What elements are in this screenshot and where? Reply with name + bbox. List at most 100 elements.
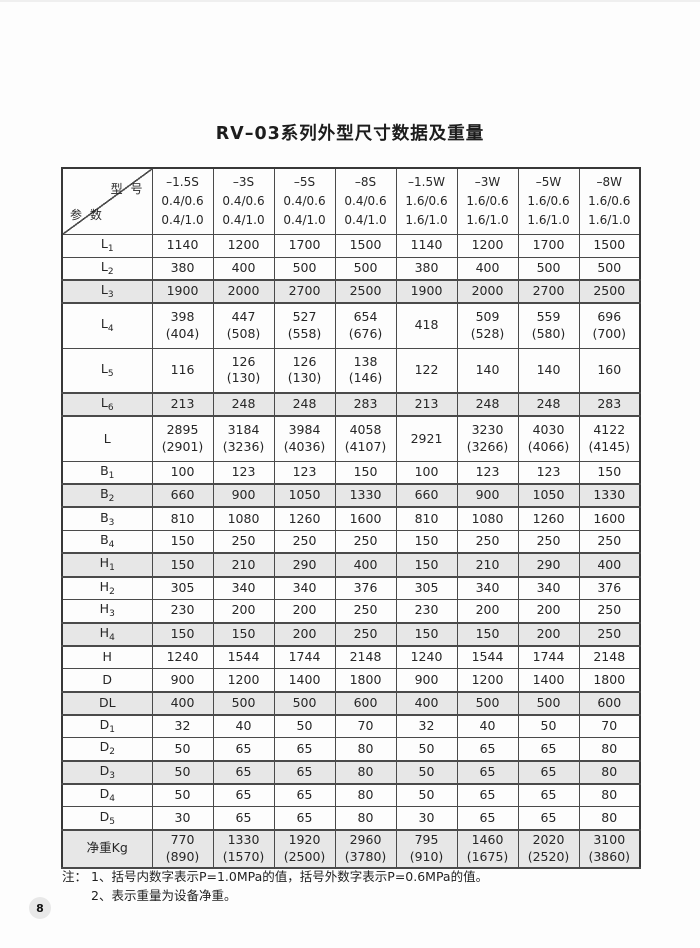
footnotes: 注： 1、括号内数字表示P=1.0MPa的值，括号外数字表示P=0.6MPa的值…	[62, 868, 488, 906]
table-cell: 80	[578, 806, 641, 831]
table-cell: 65	[456, 783, 519, 808]
row-label: B2	[61, 483, 153, 509]
table-cell: 2895 (2901)	[151, 415, 214, 462]
table-row: DL 400 500 500 600 400 500 500 600	[61, 690, 641, 716]
table-cell: 248	[273, 392, 336, 418]
table-cell: 500	[334, 256, 397, 281]
table-row: B4 150 250 250 250 150 250 250 250	[61, 529, 641, 554]
table-cell: 122	[395, 347, 458, 394]
table-cell: 150	[334, 460, 397, 485]
table-cell: 500	[273, 256, 336, 281]
table-row: D1 32 40 50 70 32 40 50 70	[61, 714, 641, 739]
footnote-item: 2、表示重量为设备净重。	[91, 887, 237, 903]
corner-model-label: 型 号	[110, 182, 145, 196]
footnote-list: 1、括号内数字表示P=1.0MPa的值，括号外数字表示P=0.6MPa的值。 2…	[91, 868, 488, 906]
page-number: 8	[36, 901, 44, 915]
table-cell: 600	[578, 690, 641, 716]
table-cell: 65	[273, 759, 336, 785]
table-cell: 200	[456, 599, 519, 624]
table-cell: 2148	[578, 645, 641, 670]
table-cell: 140	[456, 347, 519, 394]
table-cell: 2000	[456, 278, 519, 305]
table-cell: 1240	[151, 645, 214, 670]
row-label: L3	[61, 278, 153, 305]
row-label: D5	[61, 806, 153, 831]
table-cell: 1400	[273, 668, 336, 693]
table-cell: 400	[151, 690, 214, 716]
table-cell: 250	[578, 599, 641, 624]
table-cell: 305	[395, 576, 458, 601]
row-label: H3	[61, 599, 153, 624]
table-cell: 1544	[212, 645, 275, 670]
row-label: B3	[61, 506, 153, 531]
row-label: H	[61, 645, 153, 670]
table-cell: 65	[517, 737, 580, 762]
row-label: D	[61, 668, 153, 693]
table-cell: 1140	[151, 233, 214, 258]
table-cell: 65	[212, 806, 275, 831]
table-cell: 150	[212, 621, 275, 647]
table-cell: 500	[578, 256, 641, 281]
table-cell: 900	[151, 668, 214, 693]
footnote-item: 1、括号内数字表示P=1.0MPa的值，括号外数字表示P=0.6MPa的值。	[91, 869, 489, 884]
table-cell: 447 (508)	[212, 302, 275, 349]
table-row: L1 1140 1200 1700 1500 1140 1200 1700 1500	[61, 233, 641, 258]
table-cell: 50	[151, 737, 214, 762]
table-cell: 40	[212, 714, 275, 739]
row-label: 净重Kg	[61, 828, 153, 869]
table-row: H 1240 1544 1744 2148 1240 1544 1744 2148	[61, 645, 641, 670]
table-row: L 2895 (2901) 3184 (3236) 3984 (4036) 4058 (…	[61, 415, 641, 462]
table-row: D 900 1200 1400 1800 900 1200 1400 1800	[61, 668, 641, 693]
table-cell: 1050	[273, 483, 336, 509]
table-cell: 770 (890)	[151, 828, 214, 869]
table-cell: 4122 (4145)	[578, 415, 641, 462]
dimensions-table: 型 号 参 数 –1.5S 0.4/0.6 0.4/1.0 –3S 0.4/0.6 0.4…	[61, 167, 641, 869]
table-row: B1 100 123 123 150 100 123 123 150	[61, 460, 641, 485]
row-label: H1	[61, 552, 153, 578]
table-cell: 1080	[456, 506, 519, 531]
table-cell: 140	[517, 347, 580, 394]
corner-cell: 型 号 参 数	[61, 167, 153, 235]
column-header: –5S 0.4/0.6 0.4/1.0	[273, 167, 336, 235]
table-cell: 795 (910)	[395, 828, 458, 869]
table-cell: 80	[334, 759, 397, 785]
table-cell: 4030 (4066)	[517, 415, 580, 462]
table-cell: 1260	[273, 506, 336, 531]
table-cell: 50	[151, 783, 214, 808]
table-cell: 65	[517, 783, 580, 808]
table-cell: 50	[395, 759, 458, 785]
table-cell: 126 (130)	[212, 347, 275, 394]
table-cell: 3984 (4036)	[273, 415, 336, 462]
table-row: D4 50 65 65 80 50 65 65 80	[61, 783, 641, 808]
table-cell: 150	[151, 529, 214, 554]
table-cell: 200	[273, 621, 336, 647]
table-cell: 1260	[517, 506, 580, 531]
table-cell: 1900	[395, 278, 458, 305]
table-cell: 1600	[578, 506, 641, 531]
table-cell: 30	[395, 806, 458, 831]
table-cell: 1500	[334, 233, 397, 258]
table-cell: 376	[334, 576, 397, 601]
column-header: –3S 0.4/0.6 0.4/1.0	[212, 167, 275, 235]
row-label: L	[61, 415, 153, 462]
table-cell: 1200	[212, 668, 275, 693]
table-cell: 123	[517, 460, 580, 485]
table-row: L2 380 400 500 500 380 400 500 500	[61, 256, 641, 281]
table-cell: 1080	[212, 506, 275, 531]
table-cell: 290	[273, 552, 336, 578]
table-cell: 2960 (3780)	[334, 828, 397, 869]
column-header: –1.5W 1.6/0.6 1.6/1.0	[395, 167, 458, 235]
footnote-prefix: 注：	[62, 869, 88, 884]
table-cell: 230	[151, 599, 214, 624]
table-cell: 305	[151, 576, 214, 601]
table-row: H4 150 150 200 250 150 150 200 250	[61, 621, 641, 647]
table-cell: 3100 (3860)	[578, 828, 641, 869]
table-cell: 40	[456, 714, 519, 739]
table-cell: 509 (528)	[456, 302, 519, 349]
table-cell: 559 (580)	[517, 302, 580, 349]
table-cell: 380	[395, 256, 458, 281]
row-label: L4	[61, 302, 153, 349]
table-cell: 3184 (3236)	[212, 415, 275, 462]
table-cell: 1460 (1675)	[456, 828, 519, 869]
table-cell: 2500	[334, 278, 397, 305]
